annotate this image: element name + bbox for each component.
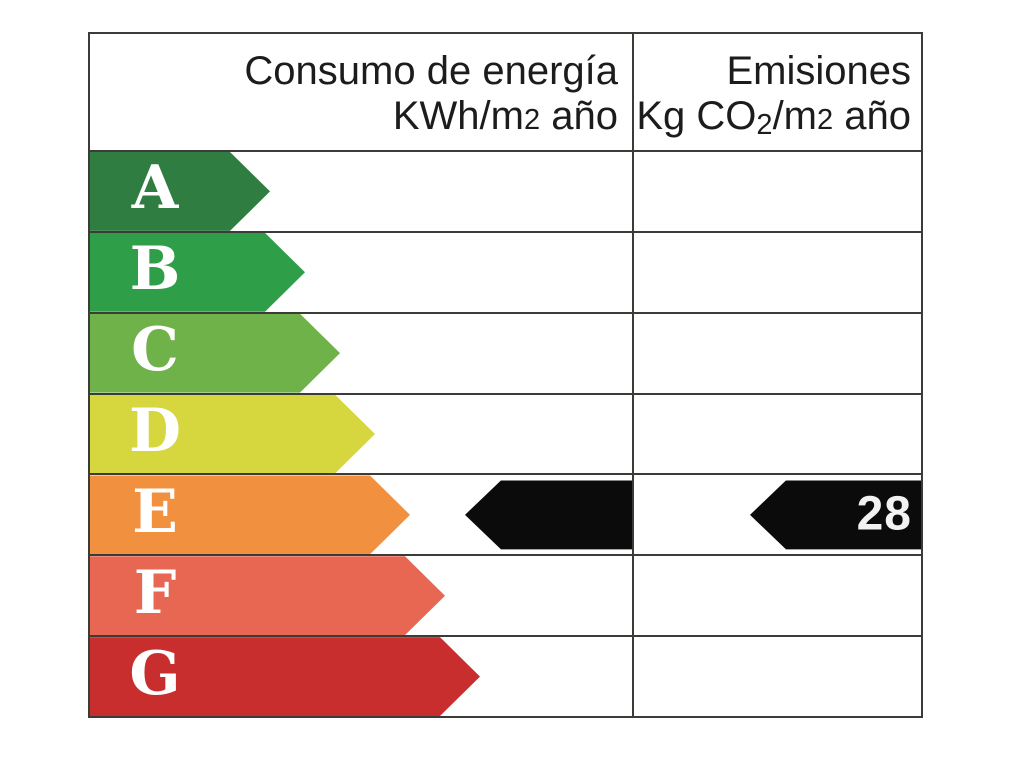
emisiones-indicator-arrow: 28	[750, 480, 921, 550]
rating-row-g: G	[90, 637, 921, 716]
consumo-indicator-arrow	[465, 480, 632, 550]
rating-row-b: B	[90, 233, 921, 314]
rating-arrow-e: E	[90, 475, 410, 554]
rating-letter-a: A	[131, 153, 179, 224]
table-header: Consumo de energía KWh/m2 año Emisiones …	[90, 34, 921, 152]
rating-letter-b: B	[129, 234, 181, 305]
rating-letter-e: E	[132, 476, 178, 547]
rating-letter-d: D	[128, 396, 182, 466]
rating-row-c: C	[90, 314, 921, 395]
emisiones-column-header: Emisiones Kg CO2/m2 año	[634, 34, 921, 150]
emisiones-header-unit: Kg CO2/m2 año	[636, 94, 911, 141]
consumo-header-unit: KWh/m2 año	[392, 94, 618, 138]
emisiones-indicator-value: 28	[856, 487, 912, 541]
rating-row-e: E 28	[90, 475, 921, 557]
energy-rating-table: Consumo de energía KWh/m2 año Emisiones …	[88, 32, 923, 718]
consumo-header-title: Consumo de energía	[244, 49, 618, 93]
rating-rows: A B C D E	[90, 152, 921, 716]
rating-row-f: F	[90, 556, 921, 638]
rating-arrow-a: A	[90, 152, 270, 231]
emisiones-header-title: Emisiones	[726, 49, 911, 93]
rating-letter-g: G	[129, 638, 181, 709]
consumo-column-header: Consumo de energía KWh/m2 año	[90, 34, 634, 150]
column-divider	[632, 152, 634, 716]
rating-arrow-b: B	[90, 233, 305, 312]
rating-arrow-g: G	[90, 637, 480, 716]
rating-row-a: A	[90, 152, 921, 233]
rating-arrow-c: C	[90, 314, 340, 393]
rating-arrow-d: D	[90, 395, 375, 474]
rating-letter-c: C	[131, 315, 179, 386]
rating-row-d: D	[90, 395, 921, 476]
rating-arrow-f: F	[90, 556, 445, 635]
rating-letter-f: F	[133, 557, 177, 628]
